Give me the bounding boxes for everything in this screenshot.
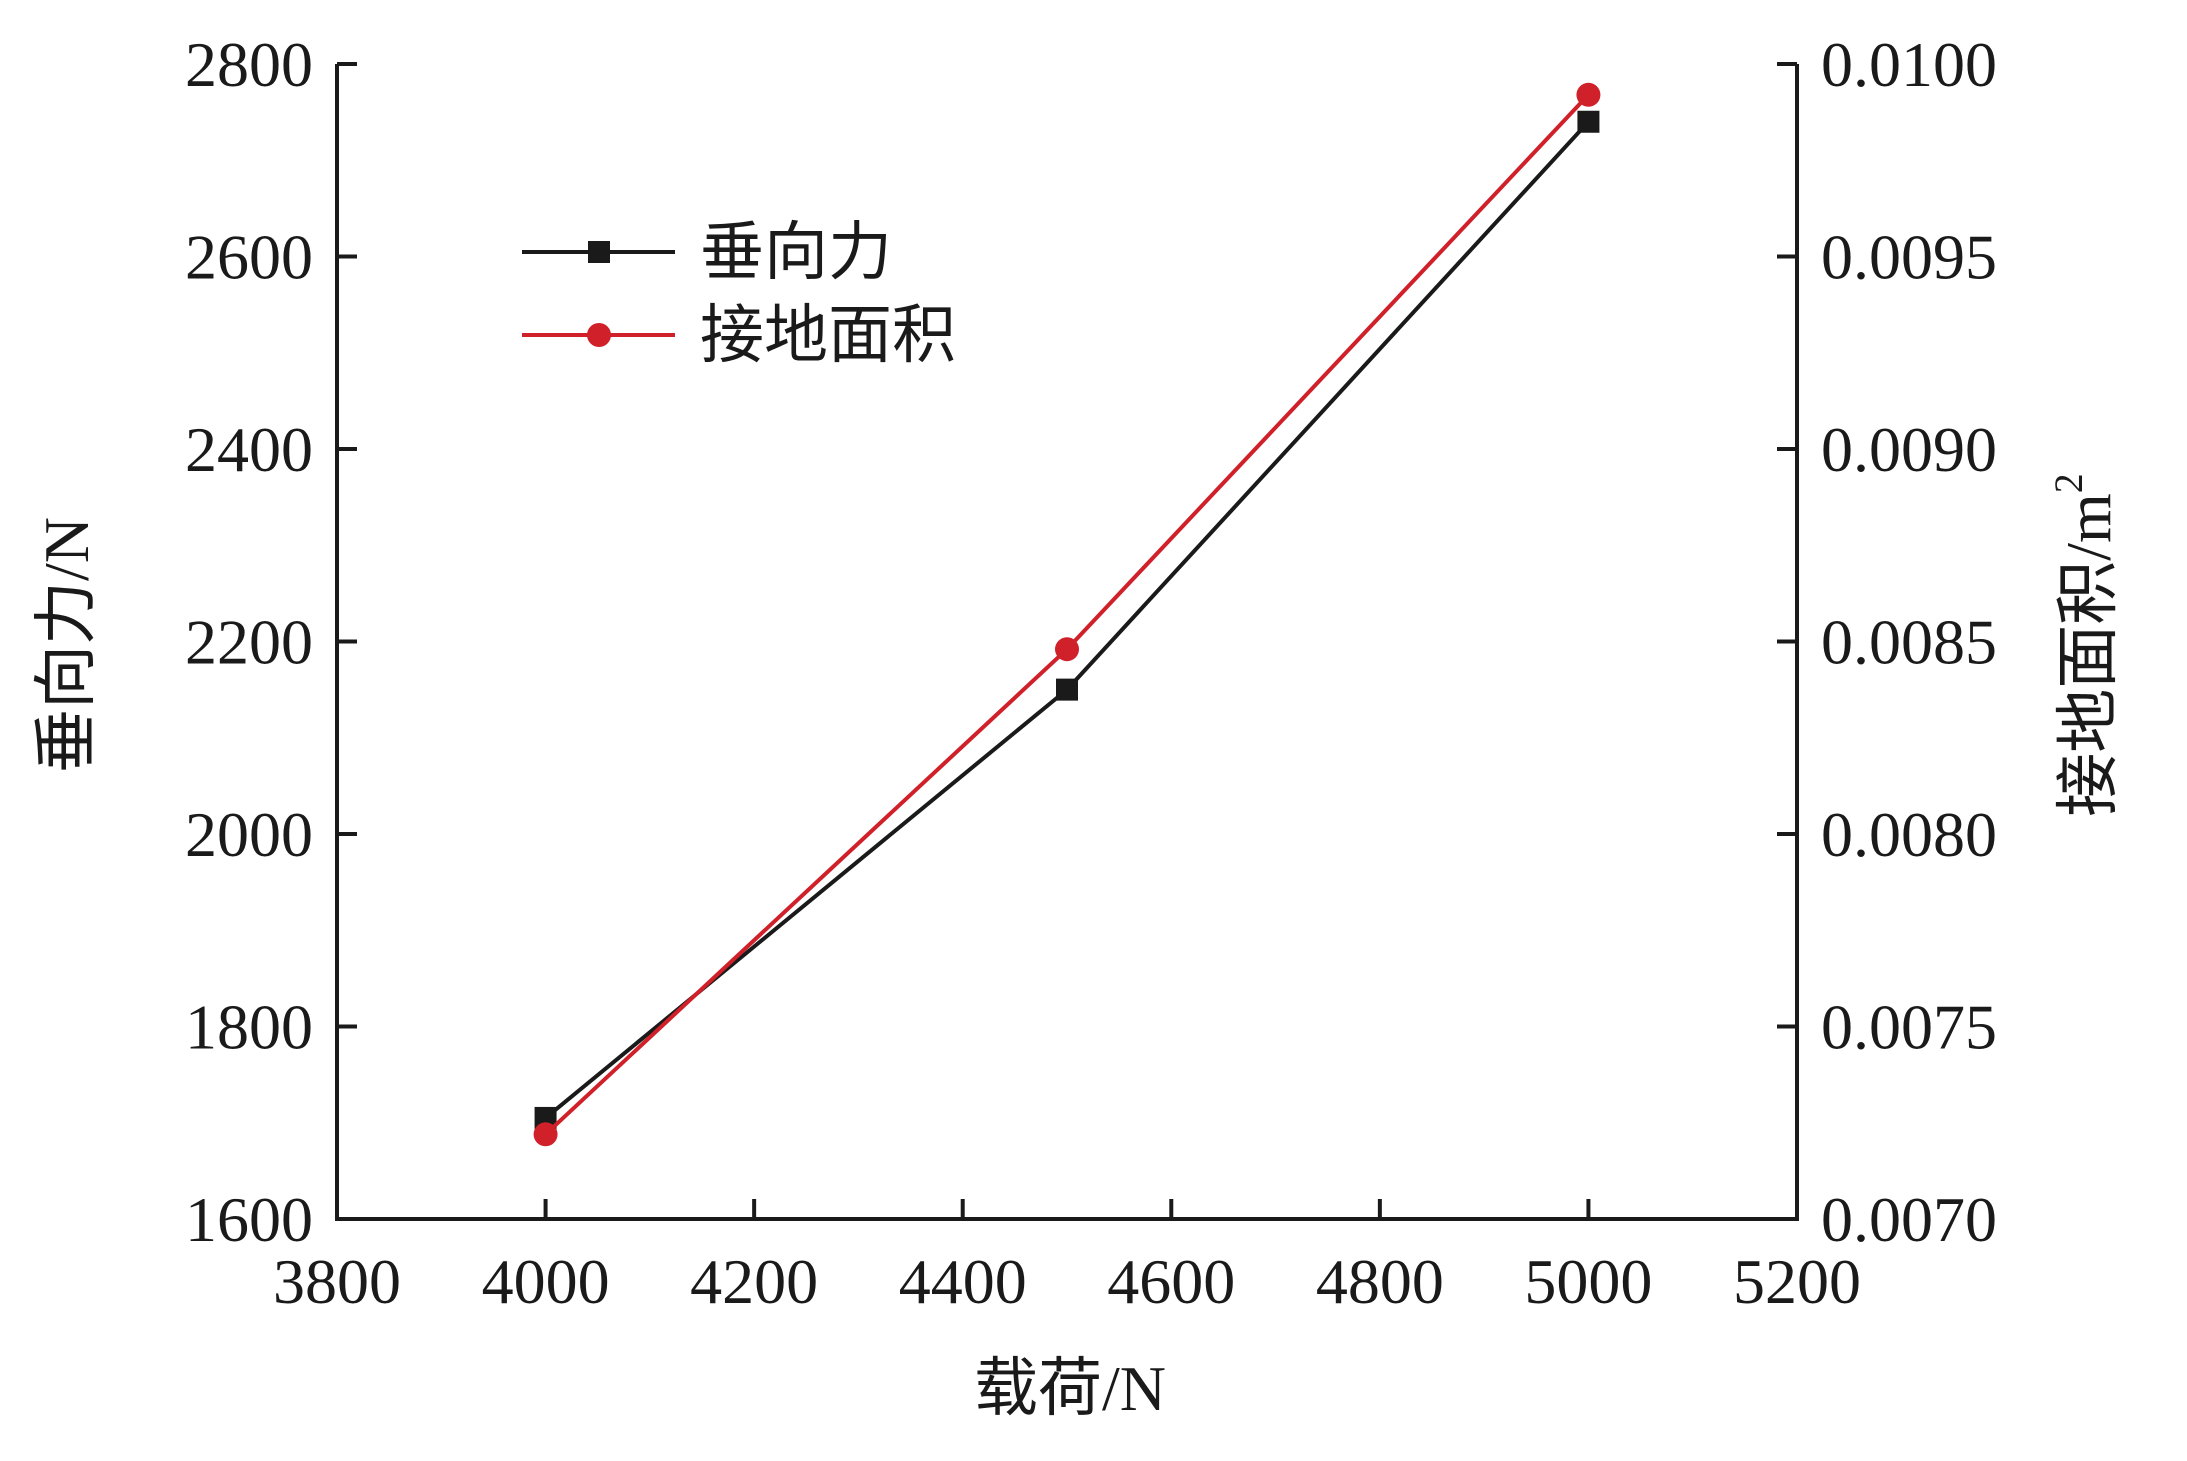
left-y-tick-label: 1800 — [185, 992, 313, 1063]
left-y-axis: 1600 1800 2000 2200 2400 2600 2800 — [185, 29, 357, 1255]
left-y-axis-title-unit: /N — [31, 517, 102, 581]
x-tick-label: 4600 — [1107, 1246, 1235, 1317]
x-tick-label: 5200 — [1733, 1246, 1861, 1317]
series-1-point — [1055, 637, 1079, 662]
legend-marker-vertical-force — [588, 241, 610, 263]
x-axis-title-main: 载荷 — [974, 1352, 1102, 1426]
legend: 垂向力 接地面积 — [522, 216, 956, 373]
x-tick-label: 4000 — [482, 1246, 610, 1317]
legend-label-contact-area: 接地面积 — [700, 299, 956, 373]
right-y-axis-title-sup: 2 — [2046, 473, 2091, 493]
right-y-axis-title-unit: /m — [2053, 493, 2124, 561]
x-tick-label: 4400 — [899, 1246, 1027, 1317]
left-y-tick-label: 1600 — [185, 1184, 313, 1255]
series-0-point — [1577, 110, 1600, 133]
right-y-tick-label: 0.0075 — [1821, 992, 1997, 1063]
left-y-tick-label: 2000 — [185, 799, 313, 870]
right-y-tick-label: 0.0100 — [1821, 29, 1997, 100]
left-y-axis-title: 垂向力/N — [30, 517, 104, 773]
legend-marker-contact-area — [587, 323, 611, 347]
left-y-tick-label: 2200 — [185, 607, 313, 678]
series-0-point — [1056, 678, 1078, 701]
right-y-axis-title-main: 接地面积 — [2052, 561, 2126, 817]
x-tick-label: 5000 — [1524, 1246, 1652, 1317]
right-y-axis-title: 接地面积/m2 — [2046, 473, 2126, 817]
x-tick-label: 3800 — [273, 1246, 401, 1317]
x-axis-title-unit: /N — [1102, 1353, 1166, 1424]
left-y-tick-label: 2600 — [185, 222, 313, 293]
series-layer — [533, 82, 1601, 1147]
right-y-tick-label: 0.0095 — [1821, 222, 1997, 293]
legend-label-vertical-force: 垂向力 — [700, 216, 892, 290]
x-axis-title: 载荷/N — [974, 1352, 1166, 1426]
left-y-axis-title-main: 垂向力 — [30, 581, 104, 773]
series-0-point — [534, 1106, 557, 1129]
right-y-tick-label: 0.0070 — [1821, 1184, 1997, 1255]
x-tick-label: 4200 — [690, 1246, 818, 1317]
right-y-tick-label: 0.0080 — [1821, 799, 1997, 870]
series-1-point — [1576, 82, 1601, 107]
x-axis: 3800 4000 4200 4400 4600 4800 5000 5200 — [273, 1199, 1861, 1317]
right-y-tick-label: 0.0085 — [1821, 607, 1997, 678]
right-y-axis: 0.0070 0.0075 0.0080 0.0085 0.0090 0.0095 0.01… — [1777, 29, 1997, 1255]
series-1-point — [533, 1122, 558, 1147]
right-y-tick-label: 0.0090 — [1821, 414, 1997, 485]
x-tick-label: 4800 — [1316, 1246, 1444, 1317]
left-y-tick-label: 2800 — [185, 29, 313, 100]
left-y-tick-label: 2400 — [185, 414, 313, 485]
